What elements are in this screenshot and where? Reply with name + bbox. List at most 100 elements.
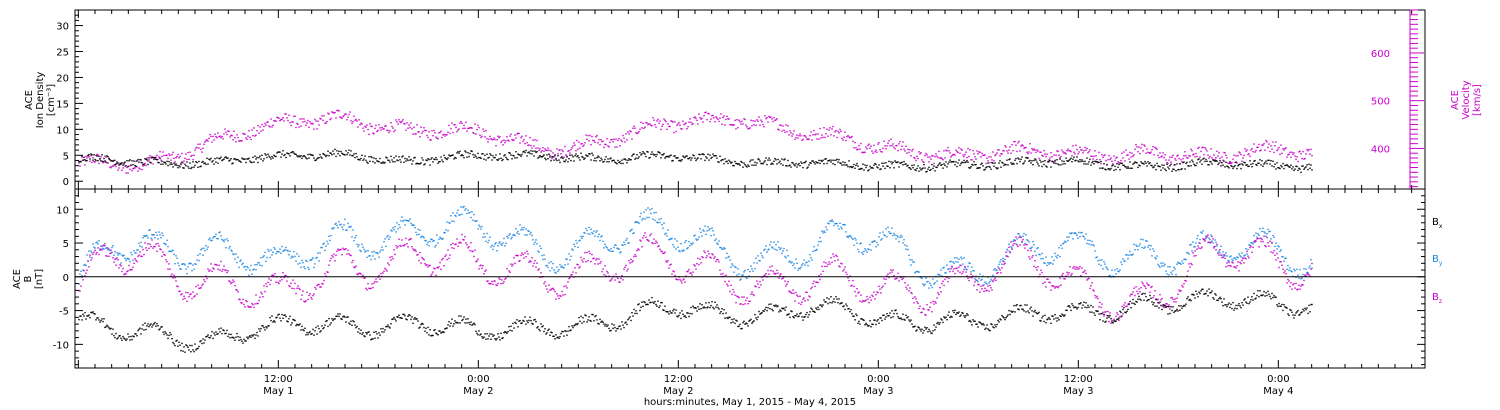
bz-series-point	[948, 277, 950, 279]
bz-series-point	[481, 267, 483, 269]
density-series-point	[195, 161, 197, 163]
bz-series-point	[265, 283, 267, 285]
by-series-point	[956, 257, 958, 259]
velocity-series-point	[1241, 160, 1243, 162]
velocity-series-point	[998, 149, 1000, 151]
bx-series-point	[105, 326, 107, 328]
by-series-point	[1026, 239, 1028, 241]
density-series-point	[257, 161, 259, 164]
density-series-point	[651, 151, 653, 153]
velocity-series-point	[572, 145, 574, 147]
bz-series-point	[315, 288, 317, 290]
by-series-point	[1072, 238, 1074, 240]
density-series-point	[1240, 167, 1242, 170]
bz-series-point	[595, 259, 597, 261]
velocity-series-point	[932, 155, 934, 157]
by-series-point	[999, 261, 1001, 263]
by-series-point	[1163, 265, 1165, 267]
bz-series-point	[821, 265, 823, 268]
by-series-point	[1109, 274, 1111, 277]
bz-series-point	[414, 249, 416, 251]
velocity-series-point	[612, 141, 614, 143]
by-series-point	[1133, 243, 1135, 246]
density-series-point	[1026, 157, 1028, 159]
density-series-point	[119, 163, 121, 166]
bz-series-point	[879, 288, 881, 290]
density-series-point	[770, 163, 772, 165]
density-series-point	[591, 152, 593, 154]
bz-series-point	[1281, 264, 1283, 266]
by-series-point	[645, 209, 647, 211]
bz-series-point	[412, 248, 414, 250]
bz-series-point	[727, 285, 729, 287]
velocity-series-point	[423, 127, 425, 129]
density-series-point	[279, 151, 281, 153]
bz-series-point	[1116, 312, 1118, 314]
bz-series-point	[853, 285, 855, 288]
density-series-point	[1167, 166, 1169, 168]
density-series-point	[267, 153, 269, 155]
density-series-point	[1114, 165, 1116, 168]
by-series-point	[257, 262, 259, 264]
bz-series-point	[342, 247, 344, 249]
density-series-point	[199, 166, 201, 168]
by-series-point	[517, 230, 519, 233]
velocity-series-point	[747, 127, 749, 130]
bz-series-point	[386, 270, 388, 272]
density-series-point	[134, 164, 136, 167]
velocity-series-point	[454, 124, 456, 126]
by-series-point	[847, 236, 849, 239]
bz-series-point	[228, 280, 230, 282]
velocity-series-point	[136, 166, 138, 168]
bz-series-point	[145, 247, 147, 249]
bz-series-point	[580, 256, 582, 259]
by-series-point	[387, 234, 389, 237]
density-series-point	[643, 152, 645, 154]
density-series-point	[408, 156, 410, 158]
density-series-point	[1236, 167, 1238, 170]
density-series-point	[1292, 166, 1294, 168]
density-series-point	[159, 157, 161, 159]
velocity-series-point	[834, 131, 836, 133]
bz-series-point	[1092, 289, 1094, 291]
velocity-series-point	[850, 136, 852, 139]
by-series-point	[315, 257, 317, 259]
by-series-point	[114, 251, 116, 253]
bz-series-point	[1295, 282, 1297, 285]
velocity-series-point	[1160, 156, 1162, 158]
density-series-point	[788, 165, 790, 167]
by-series-point	[888, 231, 890, 233]
bz-series-point	[380, 272, 382, 275]
density-series-point	[368, 156, 370, 158]
velocity-series-point	[909, 149, 911, 151]
density-series-point	[628, 158, 630, 160]
velocity-series-point	[1132, 155, 1134, 157]
velocity-series-point	[876, 151, 878, 153]
bz-series-point	[625, 264, 627, 267]
bz-series-point	[429, 264, 431, 267]
density-series-point	[98, 155, 100, 157]
by-series-point	[1202, 230, 1204, 232]
velocity-series-point	[1309, 153, 1311, 155]
density-series-point	[441, 159, 443, 161]
bz-series-point	[355, 265, 357, 267]
velocity-series-point	[537, 147, 539, 149]
by-series-point	[1243, 255, 1245, 257]
by-series-point	[801, 264, 803, 266]
density-series-point	[844, 161, 846, 164]
by-series-point	[298, 255, 300, 257]
bz-series-point	[1251, 251, 1253, 253]
by-series-point	[542, 258, 544, 261]
velocity-series-point	[1153, 154, 1155, 156]
bz-series-point	[172, 277, 174, 279]
by-series-point	[793, 263, 795, 265]
velocity-series-point	[1141, 143, 1143, 146]
by-series-point	[123, 254, 125, 256]
density-series-point	[943, 163, 945, 165]
density-series-point	[410, 158, 412, 161]
density-series-point	[422, 159, 424, 161]
bz-series-point	[958, 266, 960, 268]
by-series-point	[454, 214, 456, 217]
by-series-point	[184, 264, 186, 266]
density-series-point	[1042, 160, 1044, 163]
